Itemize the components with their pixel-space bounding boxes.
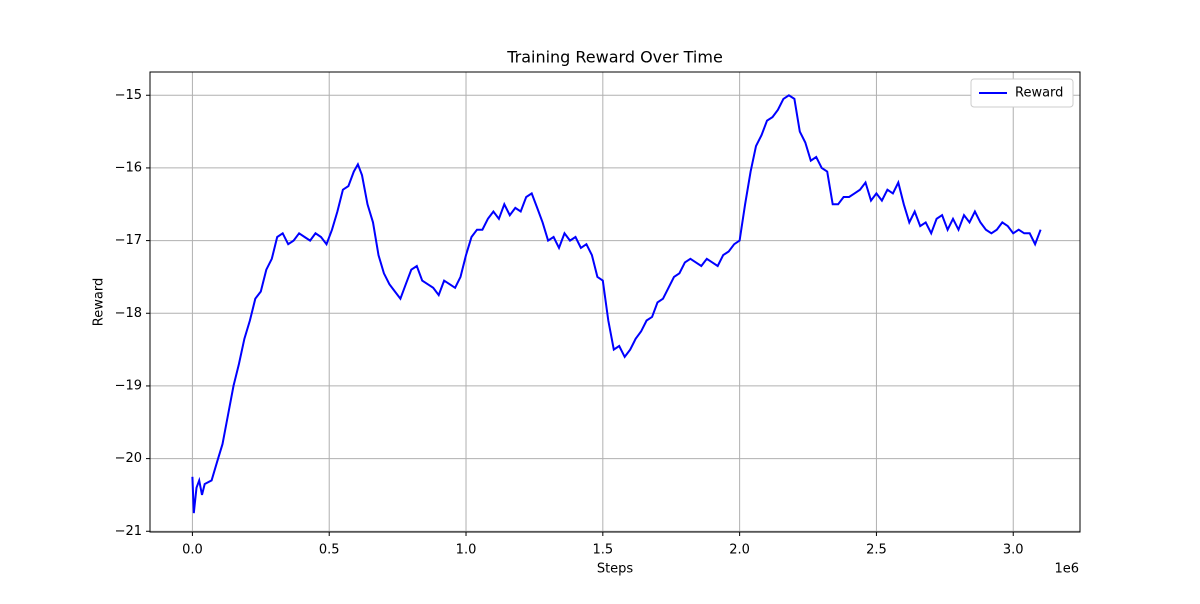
y-tick-label: −18	[115, 306, 142, 321]
x-tick-label: 1.0	[456, 543, 477, 558]
y-tick-label: −19	[115, 378, 142, 393]
x-tick-label: 3.0	[1003, 543, 1024, 558]
x-offset-label: 1e6	[1054, 562, 1079, 577]
y-axis-label: Reward	[92, 278, 107, 326]
y-tick-label: −20	[115, 451, 142, 466]
plot-frame	[149, 71, 1081, 533]
legend-box	[970, 78, 1074, 108]
data-line	[191, 94, 1042, 514]
y-tick-label: −16	[115, 160, 142, 175]
x-tick-label: 2.5	[866, 543, 887, 558]
y-tick-label: −15	[115, 88, 142, 103]
x-axis-label: Steps	[597, 562, 634, 577]
x-tick-label: 2.0	[729, 543, 750, 558]
x-tick-label: 0.0	[182, 543, 203, 558]
legend-label: Reward	[1015, 86, 1063, 101]
x-tick-label: 1.5	[592, 543, 613, 558]
x-tick-label: 0.5	[319, 543, 340, 558]
y-tick-label: −21	[115, 524, 142, 539]
y-tick-label: −17	[115, 233, 142, 248]
chart-title: Training Reward Over Time	[506, 48, 723, 67]
